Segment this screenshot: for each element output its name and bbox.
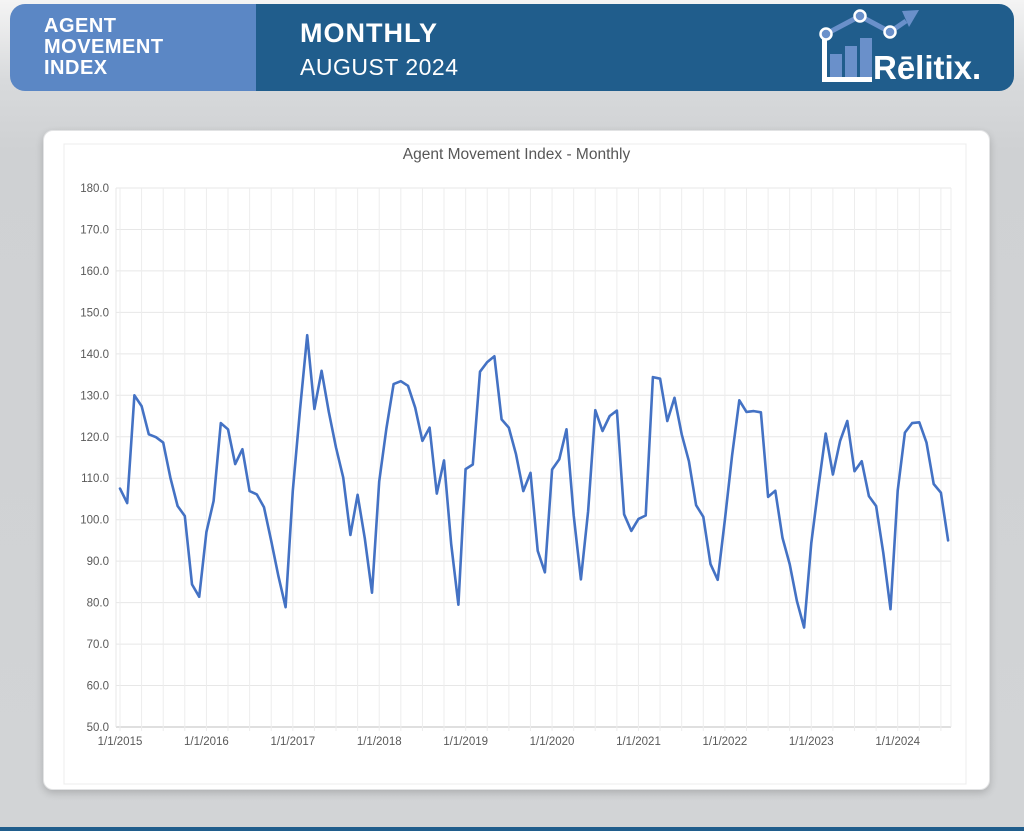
footer-strip bbox=[0, 827, 1024, 831]
chart-card: 50.0 60.0 70.0 80.0 90.0 100.0 110.0 120.0 130.0… bbox=[43, 130, 990, 790]
chart-title: Agent Movement Index - Monthly bbox=[402, 146, 631, 163]
y-tick-label: 160.0 bbox=[80, 266, 109, 278]
bar-chart-icon bbox=[822, 34, 872, 82]
relitix-logo: Rēlitix. bbox=[819, 9, 981, 86]
ami-series-line bbox=[118, 333, 950, 629]
axis-tick-labels: 50.0 60.0 70.0 80.0 90.0 100.0 110.0 120.0 130.0… bbox=[80, 183, 920, 748]
product-title-line: AGENT bbox=[44, 15, 117, 37]
y-tick-label: 180.0 bbox=[80, 183, 109, 195]
ami-line-chart: 50.0 60.0 70.0 80.0 90.0 100.0 110.0 120.0 130.0… bbox=[63, 143, 967, 785]
y-tick-label: 100.0 bbox=[80, 515, 109, 527]
x-tick-label: 1/1/2018 bbox=[357, 736, 402, 748]
app-header: AGENT MOVEMENT INDEX MONTHLY AUGUST 2024… bbox=[10, 4, 1014, 91]
y-tick-label: 90.0 bbox=[87, 556, 109, 568]
brand-name: Rēlitix. bbox=[873, 49, 981, 86]
trend-arrow-icon bbox=[819, 9, 919, 41]
x-tick-label: 1/1/2021 bbox=[616, 736, 661, 748]
y-tick-label: 60.0 bbox=[87, 681, 109, 693]
x-tick-label: 1/1/2015 bbox=[98, 736, 143, 748]
y-tick-label: 120.0 bbox=[80, 432, 109, 444]
y-tick-label: 170.0 bbox=[80, 224, 109, 236]
x-tick-label: 1/1/2022 bbox=[702, 736, 747, 748]
x-tick-label: 1/1/2016 bbox=[184, 736, 229, 748]
product-title-line: INDEX bbox=[44, 57, 108, 79]
y-tick-label: 110.0 bbox=[81, 473, 109, 485]
product-title-block: AGENT MOVEMENT INDEX bbox=[10, 4, 256, 91]
x-tick-label: 1/1/2023 bbox=[789, 736, 834, 748]
x-tick-label: 1/1/2017 bbox=[270, 736, 315, 748]
y-tick-label: 50.0 bbox=[87, 722, 109, 734]
header-banner: MONTHLY AUGUST 2024 Rēlitix. bbox=[256, 4, 1014, 91]
y-tick-label: 70.0 bbox=[87, 639, 109, 651]
period-date: AUGUST 2024 bbox=[300, 54, 459, 80]
x-tick-label: 1/1/2019 bbox=[443, 736, 488, 748]
x-tick-label: 1/1/2024 bbox=[875, 736, 920, 748]
y-tick-label: 80.0 bbox=[87, 598, 109, 610]
chart-frame bbox=[63, 143, 967, 785]
y-tick-label: 130.0 bbox=[80, 390, 109, 402]
y-tick-label: 140.0 bbox=[80, 349, 109, 361]
product-title-line: MOVEMENT bbox=[44, 36, 164, 58]
y-tick-label: 150.0 bbox=[80, 307, 109, 319]
period-label: MONTHLY bbox=[300, 18, 439, 48]
x-tick-label: 1/1/2020 bbox=[530, 736, 575, 748]
gridlines bbox=[115, 187, 952, 731]
